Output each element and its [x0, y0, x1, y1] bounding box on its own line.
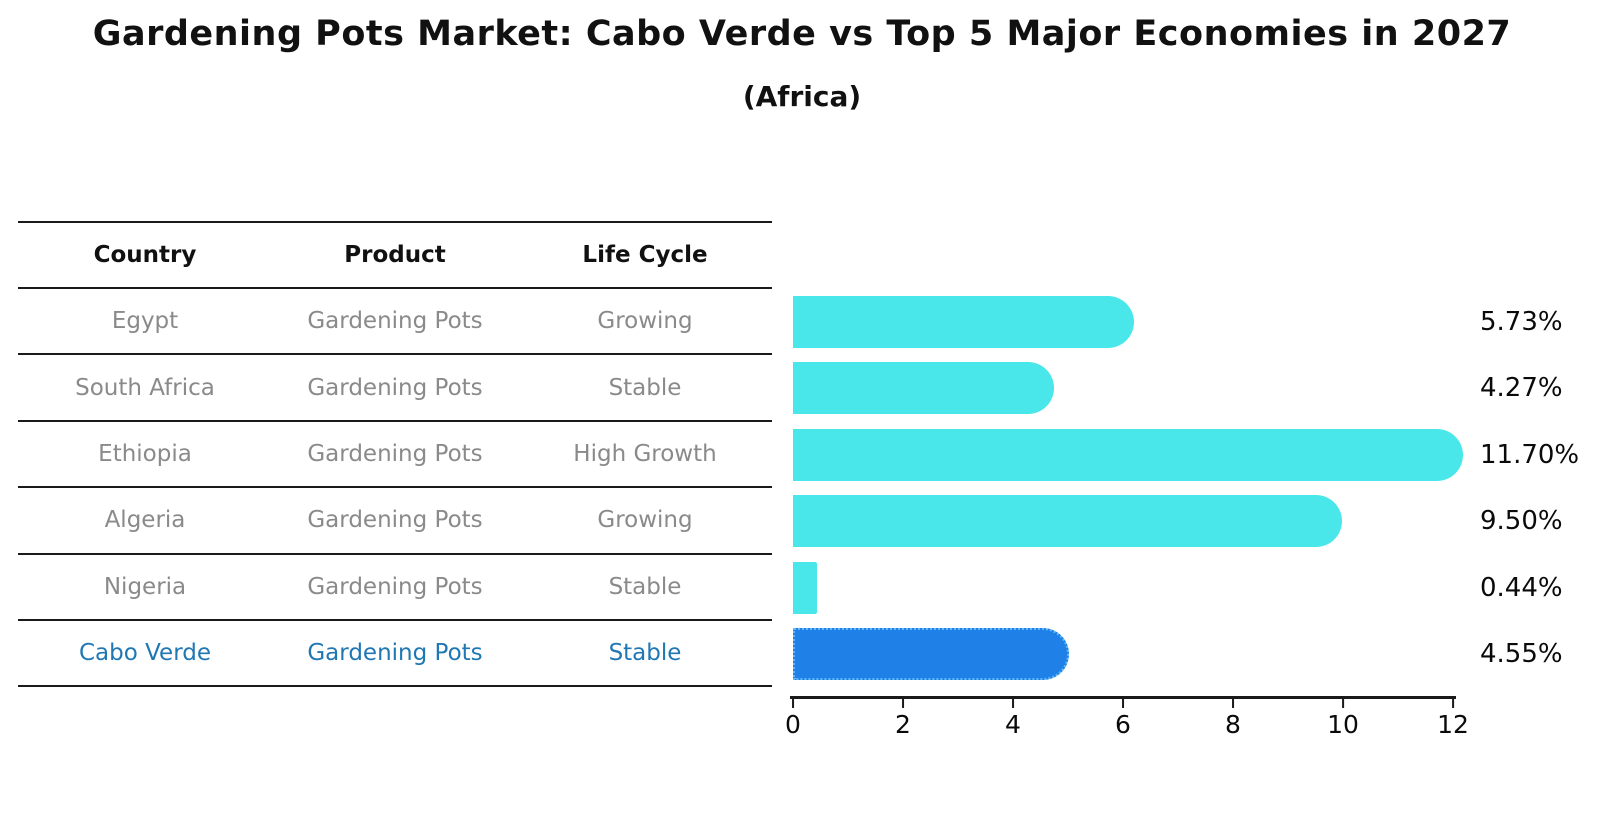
tick-label: 10	[1327, 710, 1359, 739]
value-label: 4.55%	[1480, 638, 1563, 669]
bar-row-nigeria: 0.44%	[793, 561, 1563, 614]
bar-cabo-verde	[793, 627, 1070, 680]
x-tick: 4	[1005, 699, 1021, 739]
cell-life-cycle: Stable	[608, 573, 682, 600]
bar-algeria	[793, 495, 1342, 548]
cell-product: Gardening Pots	[307, 308, 483, 335]
table-header-row: Country Product Life Cycle	[18, 221, 772, 289]
x-tick: 0	[785, 699, 801, 739]
cell-life-cycle: Growing	[597, 308, 693, 335]
table-row-south-africa: South Africa Gardening Pots Stable	[18, 355, 772, 422]
x-tick: 12	[1437, 699, 1469, 739]
bar-nigeria	[793, 561, 818, 614]
cell-life-cycle: Growing	[597, 507, 693, 534]
bar-ethiopia	[793, 428, 1463, 481]
value-label: 5.73%	[1480, 307, 1563, 337]
chart-title: Gardening Pots Market: Cabo Verde vs Top…	[92, 14, 1512, 54]
table-row-ethiopia: Ethiopia Gardening Pots High Growth	[18, 422, 772, 489]
table-row-cabo-verde: Cabo Verde Gardening Pots Stable	[18, 621, 772, 688]
tick-label: 0	[785, 710, 801, 739]
bar-row-egypt: 5.73%	[793, 296, 1563, 348]
cell-product: Gardening Pots	[307, 374, 483, 401]
bar-south-africa	[793, 362, 1054, 415]
tick-mark	[1232, 699, 1234, 708]
cell-life-cycle: Stable	[608, 374, 682, 401]
tick-mark	[1122, 699, 1124, 708]
x-tick: 6	[1115, 699, 1131, 739]
table-row-egypt: Egypt Gardening Pots Growing	[18, 289, 772, 356]
x-axis-line	[790, 696, 1456, 699]
cell-product: Gardening Pots	[307, 507, 483, 534]
cell-country: South Africa	[75, 374, 215, 401]
tick-label: 12	[1437, 710, 1469, 739]
cell-product: Gardening Pots	[307, 573, 483, 600]
cell-country: Algeria	[104, 507, 186, 534]
column-header-life-cycle: Life Cycle	[582, 242, 708, 268]
tick-mark	[1012, 699, 1014, 708]
bar-egypt	[793, 296, 1135, 348]
column-header-product: Product	[344, 242, 446, 268]
x-axis-ticks: 0 2 4 6 8 10 12	[785, 699, 1469, 749]
value-label: 11.70%	[1480, 439, 1580, 470]
tick-mark	[1452, 699, 1454, 708]
bar-row-cabo-verde: 4.55%	[793, 627, 1563, 680]
cell-life-cycle: Stable	[608, 640, 682, 667]
country-table: Country Product Life Cycle Egypt Gardeni…	[18, 221, 772, 688]
table-row-algeria: Algeria Gardening Pots Growing	[18, 488, 772, 555]
tick-label: 4	[1005, 710, 1021, 739]
tick-mark	[792, 699, 794, 708]
column-header-country: Country	[93, 242, 197, 268]
value-label: 0.44%	[1480, 572, 1563, 603]
bar-row-south-africa: 4.27%	[793, 362, 1563, 415]
cell-country: Egypt	[111, 308, 179, 335]
tick-label: 6	[1115, 710, 1131, 739]
tick-mark	[1342, 699, 1344, 708]
value-label: 9.50%	[1480, 506, 1563, 537]
cell-country: Nigeria	[103, 573, 187, 600]
x-tick: 8	[1225, 699, 1241, 739]
x-tick: 10	[1327, 699, 1359, 739]
cell-life-cycle: High Growth	[573, 440, 717, 467]
bar-row-algeria: 9.50%	[793, 495, 1563, 548]
x-tick: 2	[895, 699, 911, 739]
value-label: 4.27%	[1480, 373, 1563, 404]
tick-label: 2	[895, 710, 911, 739]
cell-product: Gardening Pots	[307, 440, 483, 467]
chart-subtitle: (Africa)	[742, 80, 862, 113]
cell-product: Gardening Pots	[307, 640, 483, 667]
cell-country: Cabo Verde	[78, 640, 212, 667]
bar-row-ethiopia: 11.70%	[793, 428, 1579, 481]
cell-country: Ethiopia	[98, 440, 192, 467]
tick-label: 8	[1225, 710, 1241, 739]
table-row-nigeria: Nigeria Gardening Pots Stable	[18, 555, 772, 621]
bar-chart: 5.73% 4.27% 11.70% 9.50% 0.44% 4.55%	[793, 296, 1579, 694]
tick-mark	[902, 699, 904, 708]
